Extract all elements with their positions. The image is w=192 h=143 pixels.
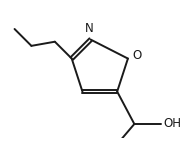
Text: OH: OH bbox=[163, 118, 181, 131]
Text: O: O bbox=[133, 49, 142, 62]
Text: N: N bbox=[85, 22, 94, 35]
